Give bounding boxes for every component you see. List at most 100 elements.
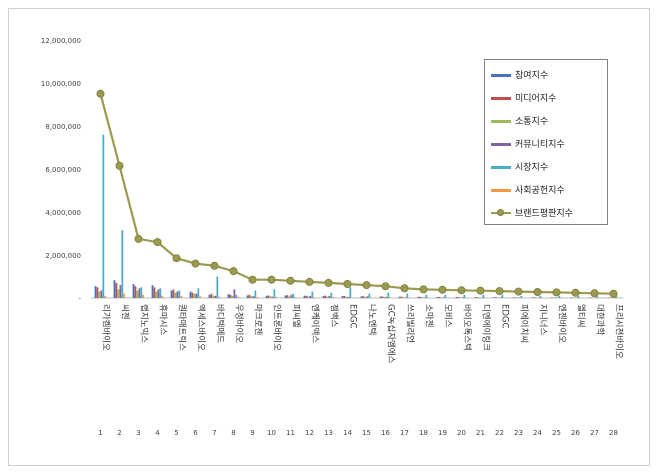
x-tick-label: 인트론바이오 <box>272 304 283 351</box>
bar <box>425 294 428 298</box>
bar <box>495 297 498 298</box>
bar <box>459 297 462 298</box>
bar <box>286 295 289 298</box>
x-tick-label: 엔젠바이오 <box>557 304 568 343</box>
line-point <box>552 288 561 297</box>
x-tick-label: EDGC <box>348 304 358 329</box>
line-point <box>400 284 409 293</box>
legend-marker-swatch <box>497 209 504 216</box>
line-point <box>381 282 390 291</box>
bar <box>193 293 196 298</box>
rank-label: 20 <box>457 429 466 437</box>
bar <box>577 295 580 298</box>
bar <box>117 289 120 298</box>
bar <box>474 297 477 298</box>
bar <box>520 295 523 298</box>
line-point <box>571 288 580 297</box>
rank-label: 15 <box>362 429 371 437</box>
rank-label: 21 <box>476 429 485 437</box>
bar <box>151 285 154 298</box>
bar <box>347 296 350 298</box>
x-tick-label: 랩지노믹스 <box>139 304 150 343</box>
x-tick-label: 바디텍메드 <box>215 304 226 343</box>
bar <box>370 297 373 298</box>
bar <box>368 293 371 298</box>
bar <box>404 297 407 298</box>
line-point <box>286 276 295 285</box>
x-tick-label: 엘티씨 <box>576 304 586 327</box>
bar <box>303 295 306 298</box>
bar <box>191 292 194 299</box>
bar <box>341 296 344 298</box>
bar <box>161 295 164 298</box>
bar <box>136 290 139 298</box>
bar <box>381 296 384 298</box>
line-point <box>153 238 162 247</box>
bar <box>96 287 99 298</box>
x-tick-label: 대한과학 <box>595 304 606 335</box>
bar <box>252 296 255 298</box>
x-tick-label: GC녹십자엠에스 <box>386 304 397 364</box>
chart: - 2,000,000 4,000,000 6,000,000 8,000,000 10,… <box>41 37 625 437</box>
legend-swatch <box>491 120 511 123</box>
bar <box>379 296 382 298</box>
bar <box>440 297 443 298</box>
rank-label: 18 <box>419 429 428 437</box>
rank-label: 16 <box>381 429 390 437</box>
x-tick-label: 모비스 <box>443 304 453 328</box>
x-tick-label: 리가켐바이오 <box>101 304 112 351</box>
line-point <box>96 89 105 98</box>
bar <box>172 289 175 298</box>
bar <box>512 297 515 298</box>
line-point <box>229 267 238 276</box>
bar <box>423 297 426 298</box>
rank-label: 7 <box>212 429 216 437</box>
bar <box>153 287 156 298</box>
bar <box>436 296 439 298</box>
bar <box>174 292 177 299</box>
rank-label: 8 <box>231 429 235 437</box>
rank-label: 26 <box>571 429 580 437</box>
x-tick-label: 휴마시스 <box>158 304 168 335</box>
rank-label: 24 <box>533 429 542 437</box>
bar <box>332 297 335 298</box>
bar <box>463 294 466 298</box>
bar <box>326 296 329 298</box>
bar <box>284 295 287 298</box>
bar <box>142 294 145 298</box>
bar <box>94 286 97 298</box>
bar <box>457 297 460 298</box>
bar <box>104 295 107 298</box>
bar <box>248 294 251 298</box>
bar <box>254 290 257 298</box>
legend-label: 참여지수 <box>515 71 549 81</box>
bar <box>159 288 162 298</box>
rank-label: 6 <box>193 429 198 437</box>
bar <box>98 291 101 298</box>
y-tick-label: 8,000,000 <box>45 123 81 131</box>
rank-label: 9 <box>250 429 254 437</box>
x-tick-label: 소마젠 <box>424 304 434 328</box>
legend-item: 소통지수 <box>489 114 607 128</box>
bar <box>134 286 137 298</box>
series-line <box>99 93 614 295</box>
legend-swatch <box>491 74 511 77</box>
x-tick-label: EDGC <box>500 304 510 329</box>
bar <box>558 295 561 298</box>
legend-swatch <box>491 166 511 169</box>
line-point <box>191 259 200 268</box>
legend-item: 참여지수 <box>489 68 607 82</box>
bar <box>275 296 278 298</box>
x-tick-label: 씨젠 <box>120 304 130 320</box>
bar <box>476 297 479 298</box>
bar <box>345 296 348 298</box>
line-point <box>305 277 314 286</box>
line-point <box>115 161 124 170</box>
bar <box>343 296 346 298</box>
legend-label: 사회공헌지수 <box>515 186 565 196</box>
bar <box>400 296 403 298</box>
bar <box>531 297 534 298</box>
bar <box>271 296 274 298</box>
bar <box>533 297 536 298</box>
bar <box>256 296 259 298</box>
